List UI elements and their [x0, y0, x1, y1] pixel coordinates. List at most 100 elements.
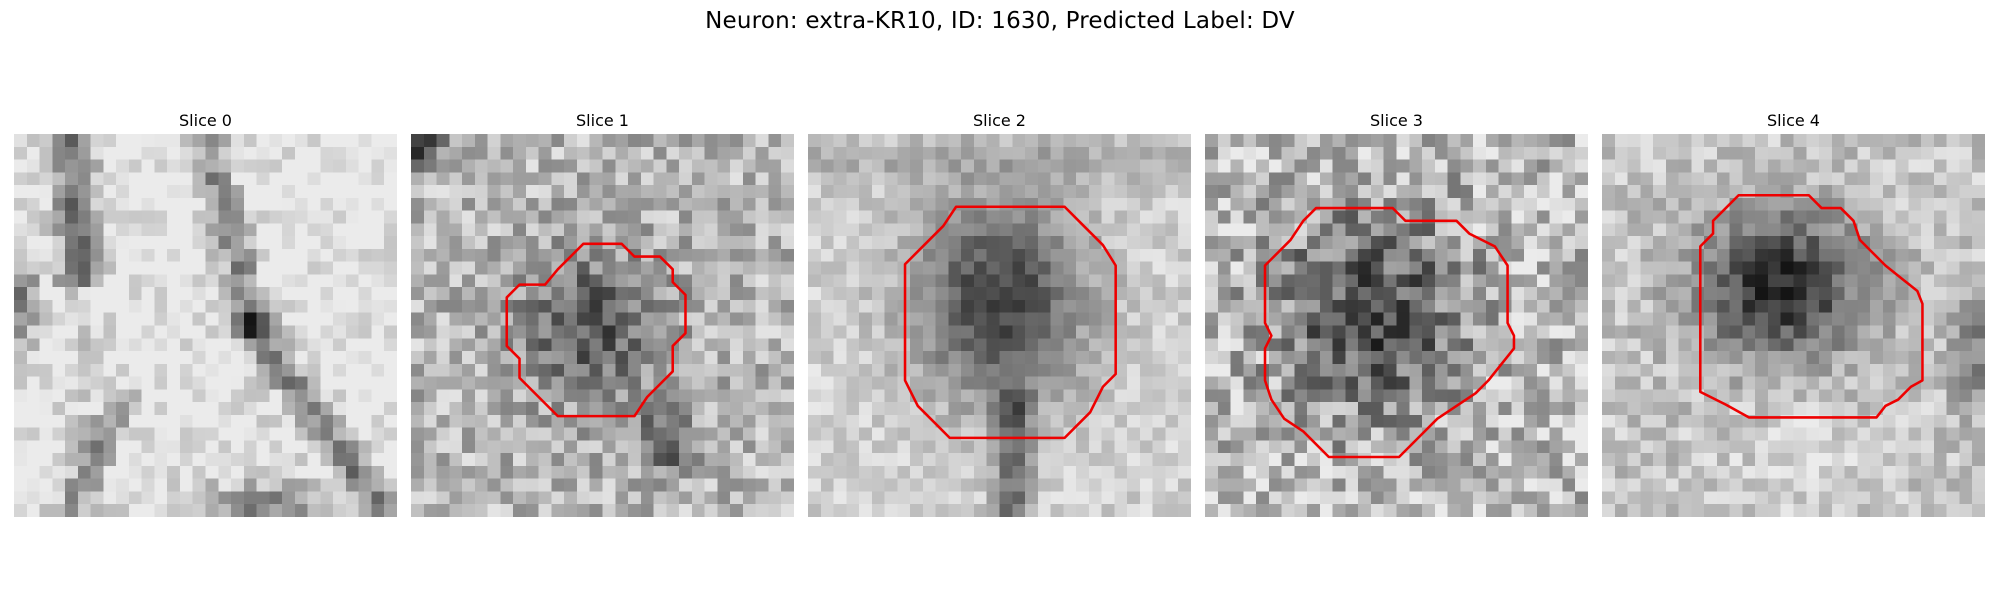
image-pixel — [1178, 453, 1191, 467]
image-pixel — [871, 491, 885, 505]
image-pixel — [231, 338, 245, 352]
image-pixel — [666, 402, 680, 416]
image-pixel — [1243, 134, 1257, 148]
image-pixel — [859, 363, 873, 377]
image-pixel — [436, 146, 450, 160]
image-pixel — [436, 223, 450, 237]
image-pixel — [755, 351, 769, 365]
image-pixel — [1933, 197, 1947, 211]
image-pixel — [462, 402, 476, 416]
image-pixel — [1063, 453, 1077, 467]
image-pixel — [384, 478, 397, 492]
image-pixel — [1627, 223, 1641, 237]
image-pixel — [1844, 248, 1858, 262]
image-pixel — [141, 312, 155, 326]
image-pixel — [1946, 299, 1960, 313]
image-pixel — [768, 427, 782, 441]
image-pixel — [564, 223, 578, 237]
image-pixel — [1050, 504, 1064, 517]
image-pixel — [1729, 299, 1743, 313]
image-pixel — [90, 210, 104, 224]
image-pixel — [154, 261, 168, 275]
image-pixel — [1536, 440, 1550, 454]
image-pixel — [948, 146, 962, 160]
image-pixel — [1562, 453, 1576, 467]
image-pixel — [986, 185, 1000, 199]
image-pixel — [65, 159, 79, 173]
image-pixel — [1025, 274, 1039, 288]
image-pixel — [1627, 504, 1641, 517]
image-pixel — [1665, 402, 1679, 416]
image-pixel — [487, 159, 501, 173]
image-pixel — [1972, 465, 1985, 479]
image-pixel — [116, 351, 130, 365]
image-pixel — [1819, 325, 1833, 339]
image-pixel — [1844, 376, 1858, 390]
image-pixel — [1882, 414, 1896, 428]
image-pixel — [1396, 338, 1410, 352]
image-pixel — [1793, 223, 1807, 237]
image-pixel — [358, 159, 372, 173]
image-pixel — [1933, 236, 1947, 250]
image-pixel — [1332, 146, 1346, 160]
image-pixel — [1729, 325, 1743, 339]
image-pixel — [307, 389, 321, 403]
image-pixel — [307, 287, 321, 301]
image-pixel — [538, 338, 552, 352]
image-pixel — [371, 351, 385, 365]
image-pixel — [1575, 159, 1588, 173]
image-pixel — [1524, 236, 1538, 250]
image-pixel — [628, 146, 642, 160]
image-pixel — [269, 376, 283, 390]
image-pixel — [282, 453, 296, 467]
image-pixel — [1767, 210, 1781, 224]
image-pixel — [1602, 248, 1616, 262]
image-pixel — [808, 172, 822, 186]
image-pixel — [1793, 172, 1807, 186]
image-pixel — [39, 325, 53, 339]
image-pixel — [1473, 338, 1487, 352]
image-pixel — [1972, 478, 1985, 492]
image-pixel — [256, 299, 270, 313]
image-pixel — [1101, 261, 1115, 275]
image-pixel — [1640, 197, 1654, 211]
image-pixel — [1704, 312, 1718, 326]
image-pixel — [1549, 248, 1563, 262]
image-pixel — [910, 236, 924, 250]
image-pixel — [589, 172, 603, 186]
image-pixel — [742, 440, 756, 454]
image-pixel — [1127, 312, 1141, 326]
image-pixel — [730, 248, 744, 262]
image-pixel — [1870, 363, 1884, 377]
image-pixel — [1268, 287, 1282, 301]
image-pixel — [1230, 465, 1244, 479]
image-pixel — [1691, 491, 1705, 505]
image-pixel — [564, 312, 578, 326]
image-pixel — [1946, 376, 1960, 390]
image-pixel — [742, 376, 756, 390]
image-pixel — [1653, 465, 1667, 479]
image-pixel — [691, 210, 705, 224]
image-pixel — [615, 453, 629, 467]
image-pixel — [103, 210, 117, 224]
image-pixel — [1165, 402, 1179, 416]
image-pixel — [294, 363, 308, 377]
image-pixel — [1844, 478, 1858, 492]
image-pixel — [243, 210, 257, 224]
image-pixel — [730, 172, 744, 186]
image-pixel — [474, 146, 488, 160]
image-pixel — [205, 351, 219, 365]
image-pixel — [1844, 146, 1858, 160]
image-pixel — [1614, 172, 1628, 186]
image-pixel — [1755, 402, 1769, 416]
image-pixel — [218, 248, 232, 262]
image-pixel — [1383, 453, 1397, 467]
image-pixel — [1205, 299, 1219, 313]
image-pixel — [116, 274, 130, 288]
image-pixel — [1870, 299, 1884, 313]
image-pixel — [589, 197, 603, 211]
image-pixel — [551, 248, 565, 262]
image-pixel — [1243, 351, 1257, 365]
image-pixel — [1383, 223, 1397, 237]
image-pixel — [999, 261, 1013, 275]
